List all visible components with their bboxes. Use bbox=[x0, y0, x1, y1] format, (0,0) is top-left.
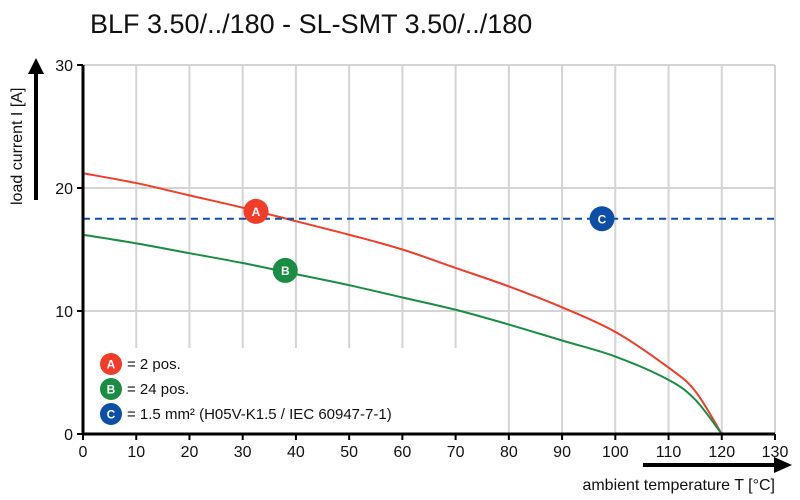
series-line-a bbox=[82, 172, 723, 435]
x-tick-label: 90 bbox=[553, 444, 571, 461]
curve-marker-b: B bbox=[272, 257, 298, 283]
x-tick-label: 120 bbox=[708, 444, 735, 461]
x-tick-label: 0 bbox=[79, 444, 88, 461]
x-tick-label: 110 bbox=[656, 444, 682, 461]
marker-letter: A bbox=[252, 205, 261, 219]
x-axis-title: ambient temperature T [°C] bbox=[582, 477, 775, 494]
y-axis-title: load current I [A] bbox=[9, 88, 26, 205]
y-tick-label: 20 bbox=[55, 181, 73, 198]
curve-marker-a: A bbox=[243, 198, 269, 224]
marker-letter: B bbox=[107, 383, 116, 397]
marker-circle bbox=[272, 257, 298, 283]
chart-title: BLF 3.50/../180 - SL-SMT 3.50/../180 bbox=[90, 9, 532, 39]
x-axis-arrow-head bbox=[774, 457, 792, 473]
marker-letter: C bbox=[107, 408, 116, 422]
series-line-b bbox=[82, 233, 723, 435]
marker-letter: B bbox=[281, 264, 290, 278]
legend-label-c: = 1.5 mm² (H05V-K1.5 / IEC 60947-7-1) bbox=[127, 406, 392, 423]
x-tick-label: 100 bbox=[602, 444, 629, 461]
x-tick-label: 10 bbox=[127, 444, 145, 461]
legend-marker-b: B bbox=[100, 378, 122, 400]
legend-label-b: = 24 pos. bbox=[127, 381, 189, 398]
marker-letter: A bbox=[107, 358, 116, 372]
marker-letter: C bbox=[598, 212, 607, 226]
y-axis-label: load current I [A] bbox=[9, 58, 44, 205]
marker-circle bbox=[100, 403, 122, 425]
x-tick-label: 50 bbox=[340, 444, 358, 461]
marker-circle bbox=[100, 353, 122, 375]
x-tick-label: 60 bbox=[393, 444, 411, 461]
legend-marker-a: A bbox=[100, 353, 122, 375]
curve-marker-c: C bbox=[589, 206, 615, 232]
x-axis-label: ambient temperature T [°C] bbox=[582, 457, 792, 494]
y-tick-label: 10 bbox=[55, 304, 73, 321]
marker-circle bbox=[243, 198, 269, 224]
marker-circle bbox=[100, 378, 122, 400]
marker-circle bbox=[589, 206, 615, 232]
legend-label-a: = 2 pos. bbox=[127, 356, 181, 373]
y-tick-label: 30 bbox=[55, 58, 73, 75]
x-tick-label: 80 bbox=[500, 444, 518, 461]
y-tick-label: 0 bbox=[64, 427, 73, 444]
y-axis-arrow-head bbox=[28, 58, 44, 74]
legend-marker-c: C bbox=[100, 403, 122, 425]
x-tick-label: 40 bbox=[287, 444, 305, 461]
x-tick-label: 130 bbox=[762, 444, 789, 461]
x-tick-label: 70 bbox=[447, 444, 465, 461]
x-tick-label: 30 bbox=[234, 444, 252, 461]
x-tick-label: 20 bbox=[181, 444, 199, 461]
